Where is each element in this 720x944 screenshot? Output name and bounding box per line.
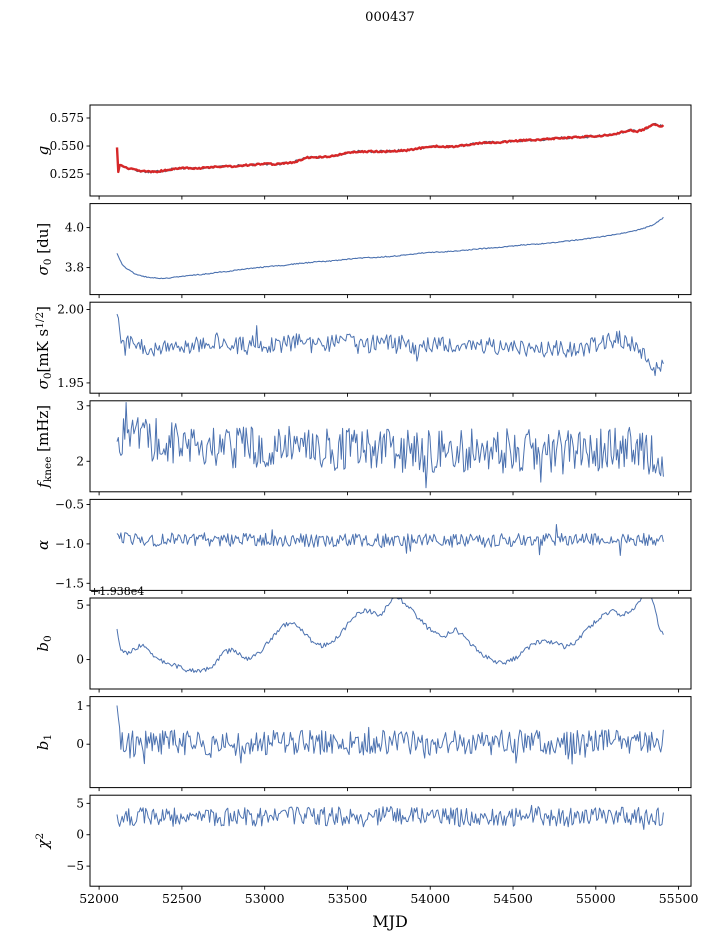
subplot-frame-g: [89, 104, 692, 197]
subplot-g: 0.525 0.550 0.575 g: [34, 104, 692, 200]
y-tick-label: 5: [76, 796, 84, 810]
x-axis-label: MJD: [372, 912, 408, 931]
y-tick-label: −1.5: [55, 576, 84, 590]
subplot-sigma0-du: 3.8 4.0 σ0 [du]: [34, 203, 692, 299]
y-axis-label-fknee: fknee [mHz]: [34, 405, 54, 489]
y-tick-label: −0.5: [55, 498, 84, 512]
subplot-frame-sigma0-du: [89, 203, 692, 296]
subplot-frame-fknee: [89, 400, 692, 493]
x-tick-label: 55000: [576, 891, 616, 906]
y-tick-label: 1.95: [57, 376, 84, 390]
subplot-alpha: −1.5 −1.0 −0.5 α: [34, 498, 692, 594]
series-g-data-line: [115, 123, 665, 174]
subplot-b0: 0 5 b0 +1.938e4: [34, 585, 692, 693]
y-tick-label: 4.0: [65, 221, 84, 235]
subplot-frame-b0: [89, 597, 692, 690]
subplot-frame-alpha: [89, 498, 692, 591]
x-tick-label: 52500: [162, 891, 202, 906]
series-alpha-line: [116, 524, 664, 556]
y-tick-label: 3: [76, 399, 84, 413]
y-axis-label-sigma0-mks: σ0[mK s1/2]: [34, 306, 54, 389]
y-axis-label-alpha: α: [34, 540, 52, 550]
series-b0-line: [116, 598, 664, 673]
series-b1-line: [116, 705, 664, 765]
y-tick-label: 0: [76, 653, 84, 667]
x-tick-label: 53500: [328, 891, 368, 906]
x-tick-label: 54500: [493, 891, 533, 906]
y-tick-label: 2: [76, 454, 84, 468]
subplot-fknee: 2 3 fknee [mHz]: [34, 399, 692, 496]
y-tick-label: 0: [76, 828, 84, 842]
y-tick-label: 3.8: [65, 261, 84, 275]
series-fknee-line: [116, 402, 664, 489]
y-axis-offset-text: +1.938e4: [90, 585, 144, 598]
series-sigma0-mks-line: [116, 313, 664, 377]
y-axis-label-g: g: [34, 146, 52, 156]
x-tick-label: 54000: [410, 891, 450, 906]
subplot-frame-chi2: [89, 794, 692, 887]
y-tick-label: 2.00: [57, 303, 84, 317]
y-tick-label: −5: [66, 859, 84, 873]
figure-title: 000437: [365, 10, 415, 25]
y-tick-label: 0.525: [50, 167, 84, 181]
x-tick-label: 55500: [659, 891, 699, 906]
subplot-frame-sigma0-mks: [89, 301, 692, 394]
y-tick-label: −1.0: [55, 537, 84, 551]
x-tick-label: 52000: [79, 891, 119, 906]
subplot-b1: 0 1 b1: [34, 696, 692, 792]
y-axis-label-b1: b1: [34, 734, 54, 750]
y-tick-label: 0: [76, 737, 84, 751]
y-axis-label-b0: b0: [34, 635, 54, 651]
y-axis-label-chi2: χ2: [34, 833, 52, 850]
y-axis-label-sigma0-du: σ0 [du]: [34, 223, 54, 276]
y-tick-label: 1: [76, 699, 84, 713]
series-sigma0-du-line: [116, 216, 664, 280]
subplots-group: 0.525 0.550 0.575 g 3.8 4.0 σ0 [du] 1.95 2.00σ0[…: [34, 104, 699, 906]
subplot-chi2: −5 0 5 52000 52500 53000 53500 54000 54500 55000 5…: [34, 794, 699, 906]
series-g-fit-line: [116, 122, 664, 174]
y-tick-label: 0.550: [50, 139, 84, 153]
x-tick-label: 53000: [245, 891, 285, 906]
subplot-frame-b1: [89, 696, 692, 789]
series-chi2-line: [116, 804, 664, 830]
y-tick-label: 0.575: [50, 111, 84, 125]
y-tick-label: 5: [76, 598, 84, 612]
